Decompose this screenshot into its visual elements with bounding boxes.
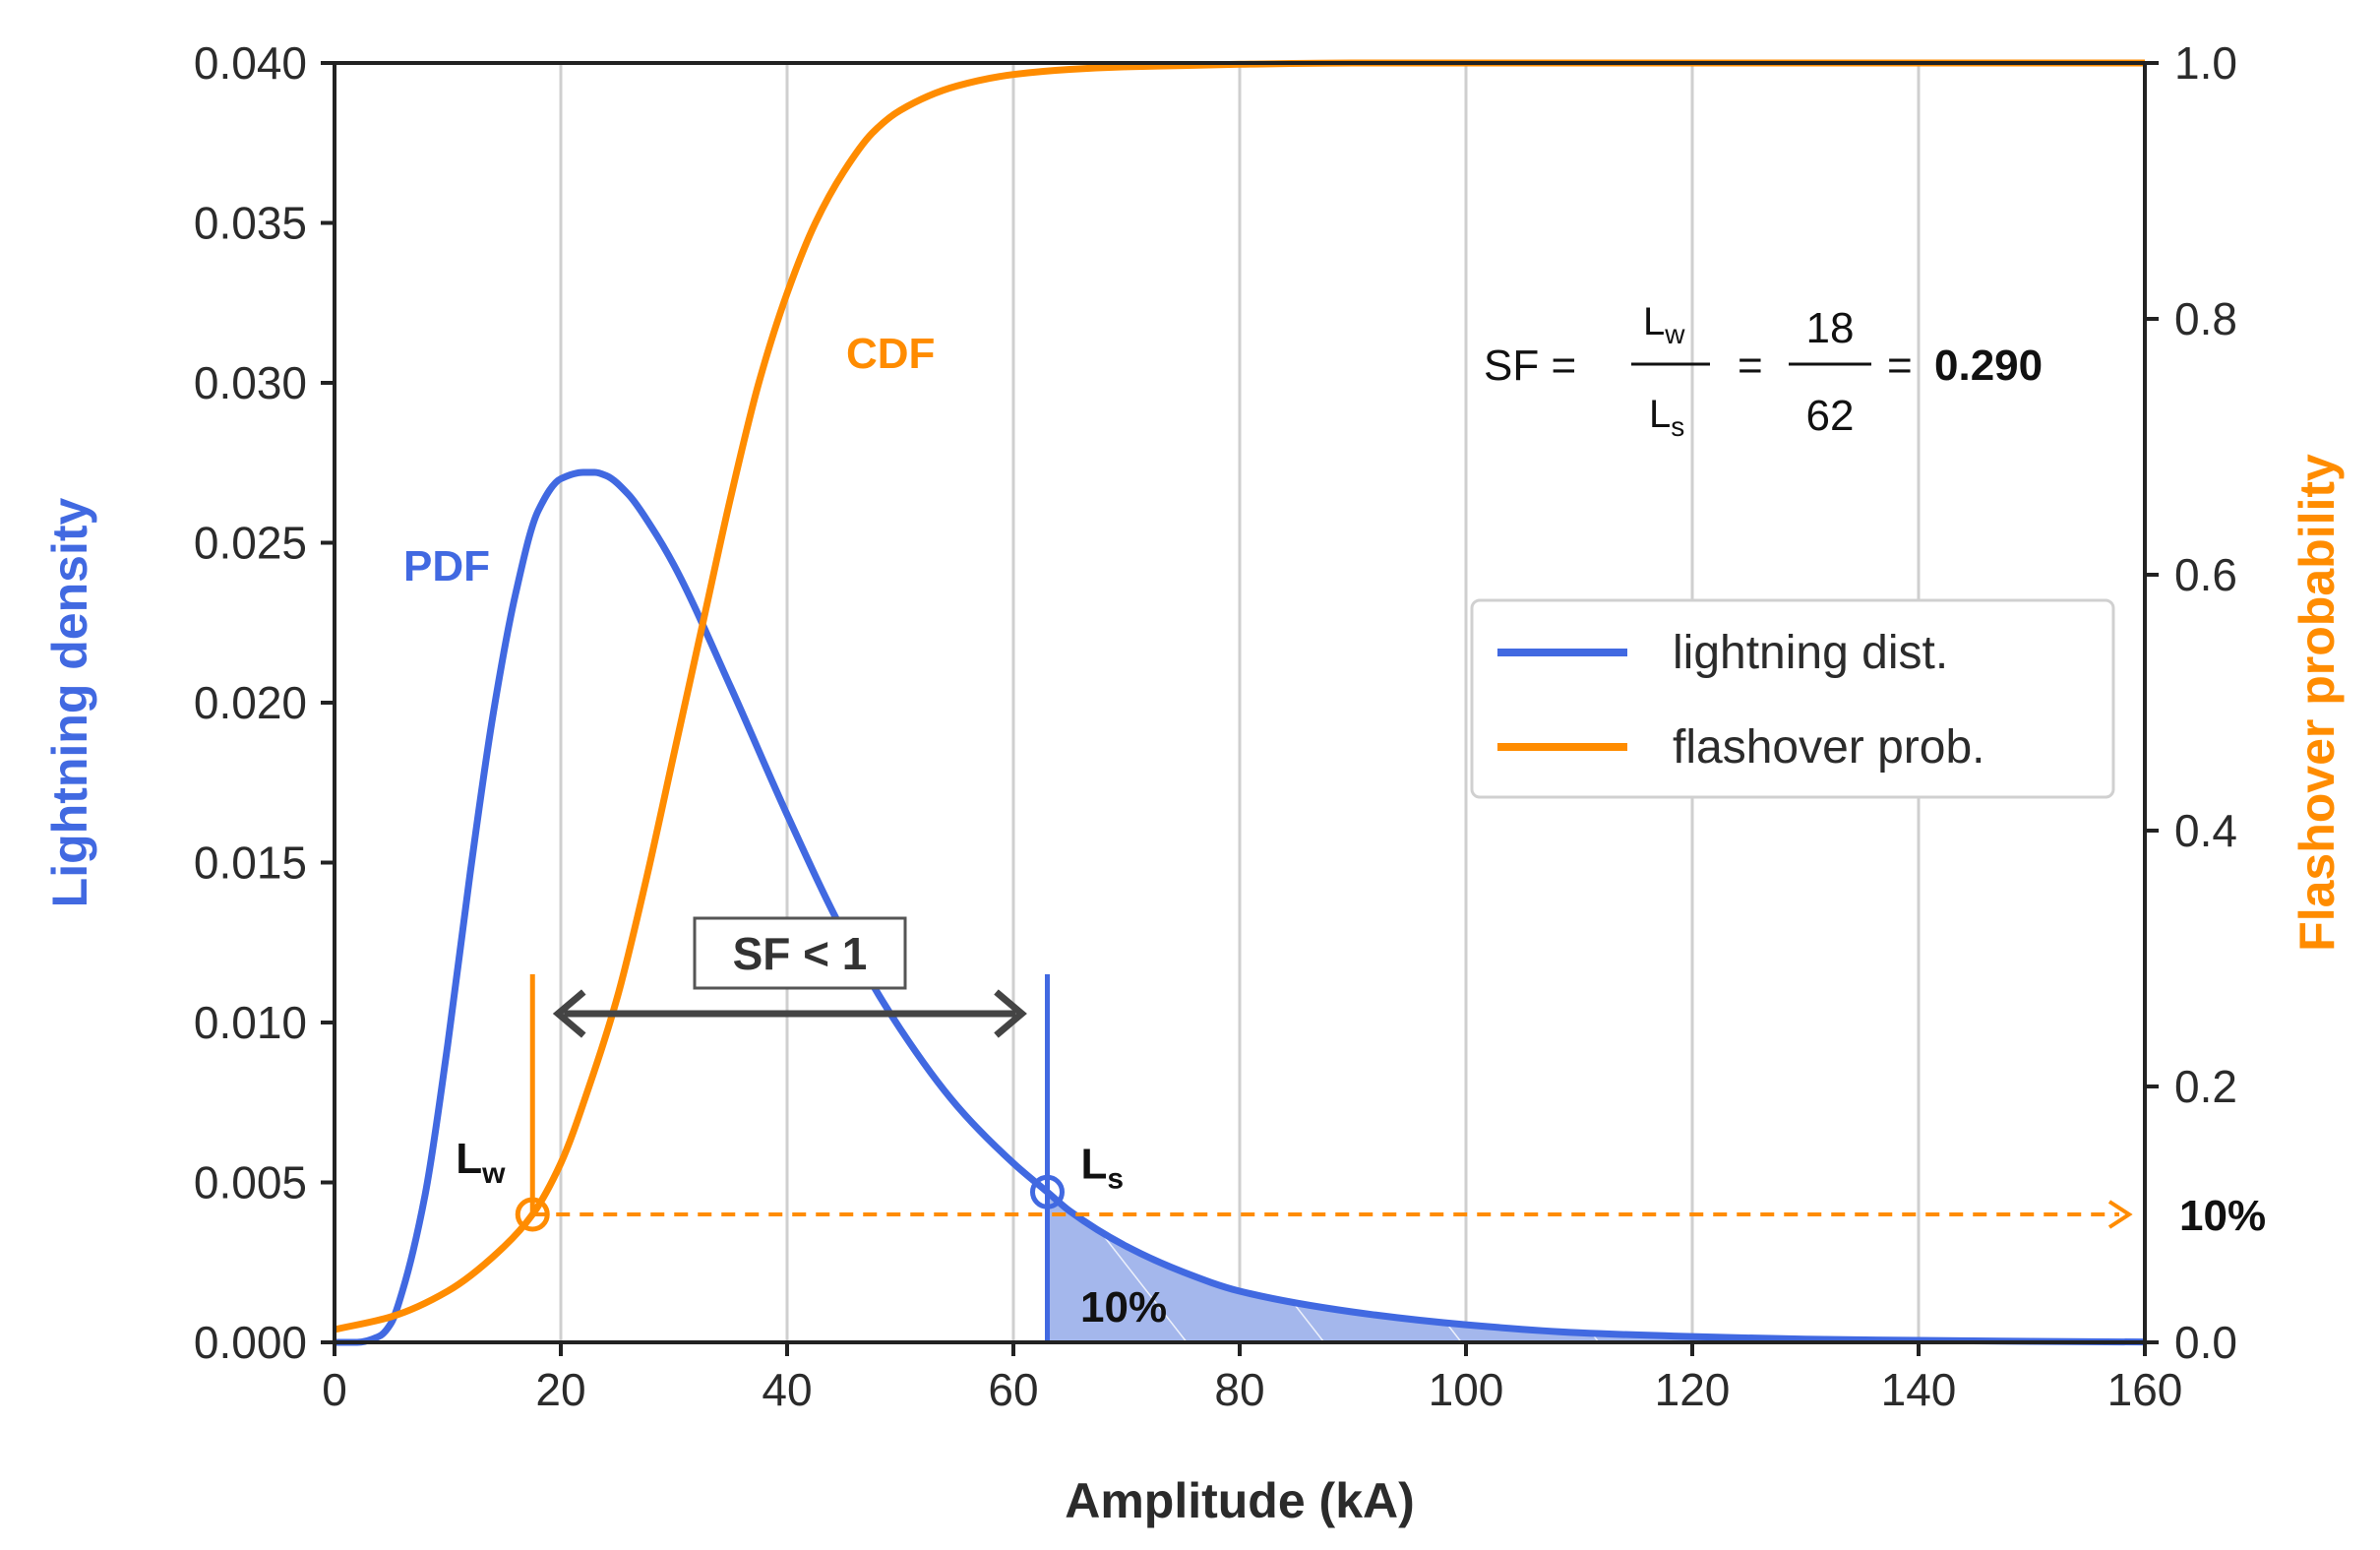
annotations: Lw Ls PDF CDF SF < 1 10% 10% SF = Lw Ls = 18 62 = 0.29… (403, 300, 2266, 1342)
y-left-tick-label: 0.040 (194, 37, 307, 89)
y-left-tick-label: 0.035 (194, 198, 307, 249)
formula-numerator-value: 18 (1806, 304, 1855, 352)
y-right-tick-label: 0.0 (2174, 1317, 2237, 1368)
formula-lhs: SF = (1484, 341, 1576, 390)
x-tick-label: 140 (1881, 1364, 1957, 1415)
x-tick-label: 100 (1429, 1364, 1504, 1415)
sf-box-label: SF < 1 (733, 928, 868, 979)
y-left-tick-label: 0.010 (194, 997, 307, 1048)
x-tick-label: 160 (2107, 1364, 2183, 1415)
x-axis-title: Amplitude (kA) (1065, 1473, 1415, 1528)
formula-denominator-value: 62 (1806, 392, 1855, 440)
sf-arrowhead-right (994, 989, 1027, 1038)
sf-box (693, 916, 907, 990)
y-right-tick-label: 0.6 (2174, 549, 2237, 600)
x-tick-label: 40 (762, 1364, 812, 1415)
legend-entry-label: lightning dist. (1673, 627, 1948, 679)
y-left-tick-label: 0.000 (194, 1317, 307, 1368)
legend-entry-label: flashover prob. (1673, 721, 1985, 774)
x-tick-label: 20 (535, 1364, 585, 1415)
axes: 0 20 40 60 80 100 120 140 1600.0000.0050.0100.01… (42, 37, 2345, 1528)
cdf-label: CDF (846, 330, 935, 378)
x-tick-label: 120 (1655, 1364, 1731, 1415)
y-right-tick-label: 1.0 (2174, 37, 2237, 89)
x-tick-label: 0 (322, 1364, 347, 1415)
shaded-area-label: 10% (1080, 1283, 1167, 1332)
y-right-tick-label: 0.4 (2174, 805, 2237, 856)
y-left-tick-label: 0.020 (194, 677, 307, 728)
ls-marker-circle (1030, 1174, 1065, 1209)
legend: lightning dist. flashover prob. (1470, 598, 2115, 799)
formula-numerator-symbolic: Lw (1643, 300, 1685, 349)
formula-equals-2: = (1887, 341, 1913, 390)
formula-result: 0.290 (1934, 341, 2043, 390)
x-tick-label: 60 (988, 1364, 1038, 1415)
right-ten-percent-label: 10% (2179, 1192, 2266, 1240)
sf-arrowhead-left (552, 989, 586, 1038)
y-left-tick-label: 0.015 (194, 837, 307, 889)
y-right-axis-title: Flashover probability (2289, 454, 2345, 952)
legend-box (1470, 598, 2115, 799)
y-left-tick-label: 0.025 (194, 518, 307, 569)
x-tick-label: 80 (1214, 1364, 1264, 1415)
lw-marker-circle (515, 1197, 550, 1232)
y-right-tick-label: 0.8 (2174, 293, 2237, 344)
ten-percent-arrowhead (2107, 1200, 2133, 1229)
pdf-label: PDF (403, 542, 490, 590)
pdf-line (334, 468, 2146, 1346)
y-left-axis-title: Lightning density (42, 498, 97, 908)
formula-equals-1: = (1738, 341, 1763, 390)
lw-label: Lw (456, 1135, 506, 1190)
y-right-tick-label: 0.2 (2174, 1061, 2237, 1112)
formula-denominator-symbolic: Ls (1649, 393, 1684, 442)
y-left-tick-label: 0.030 (194, 357, 307, 408)
ls-label: Ls (1081, 1140, 1125, 1195)
y-left-tick-label: 0.005 (194, 1157, 307, 1209)
